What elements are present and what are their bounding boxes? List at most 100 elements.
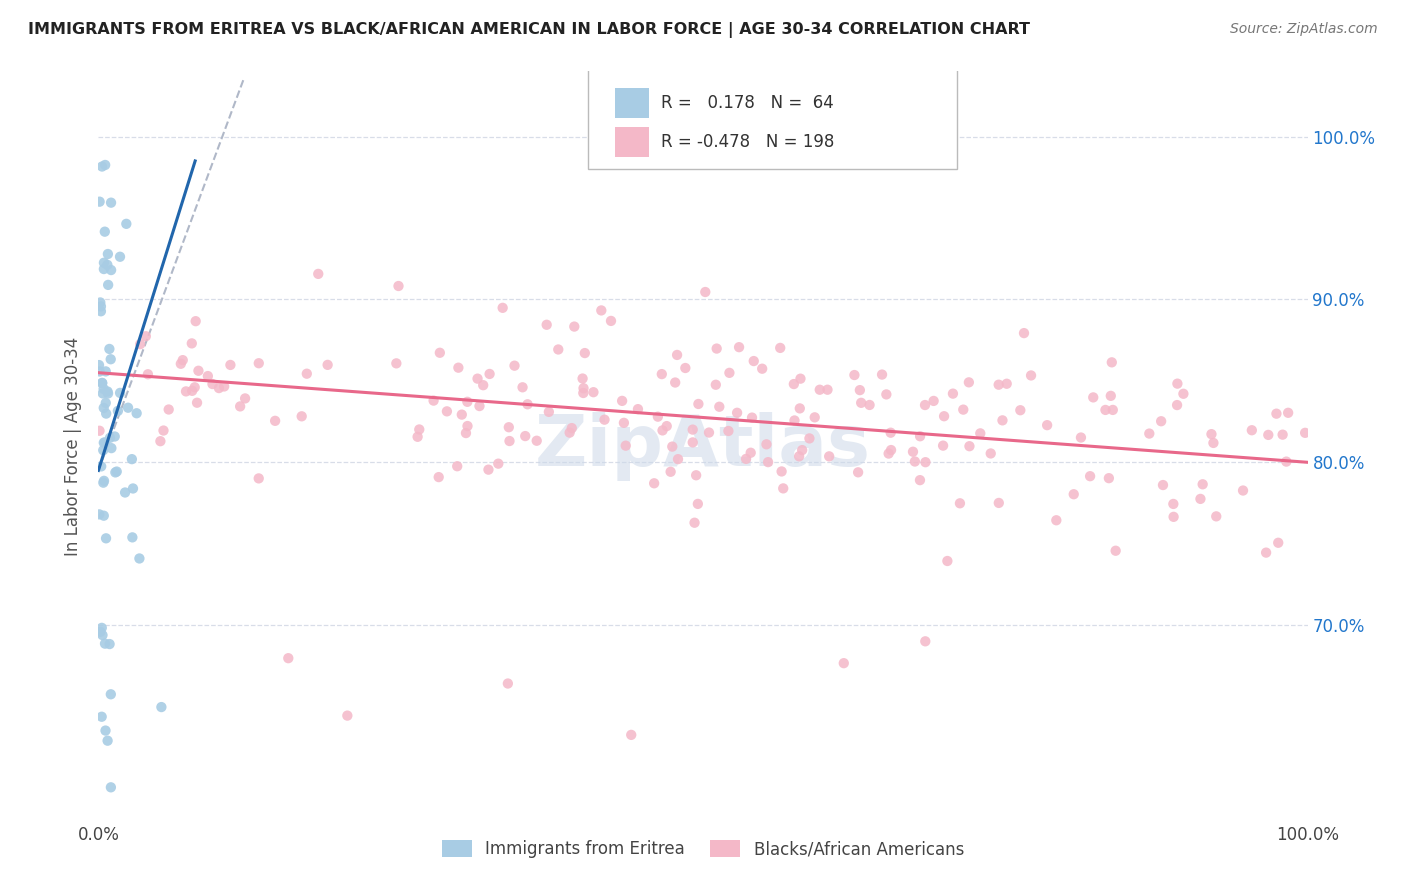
Point: [709, 400, 731, 414]
Point: [651, 367, 673, 381]
Point: [157, 402, 180, 417]
Point: [247, 471, 270, 485]
Point: [98, 431, 121, 445]
Point: [187, 364, 209, 378]
Point: [129, 337, 152, 351]
Point: [89, 508, 111, 522]
Point: [901, 444, 924, 458]
Point: [152, 424, 174, 438]
Point: [610, 393, 633, 408]
Point: [770, 465, 793, 479]
Point: [858, 398, 880, 412]
Point: [107, 404, 129, 418]
Point: [1101, 403, 1123, 417]
Point: [818, 450, 841, 464]
Point: [90, 459, 112, 474]
Point: [620, 728, 643, 742]
Point: [1163, 509, 1185, 524]
Point: [661, 440, 683, 454]
Point: [870, 368, 893, 382]
Point: [436, 404, 458, 418]
Point: [89, 624, 111, 639]
Point: [851, 396, 873, 410]
Point: [291, 409, 314, 424]
Point: [942, 386, 965, 401]
Point: [94, 396, 117, 410]
Point: [408, 422, 430, 436]
Point: [789, 372, 811, 386]
Bar: [614, 87, 648, 118]
Point: [277, 651, 299, 665]
Point: [94, 225, 117, 239]
Point: [1173, 386, 1195, 401]
Point: [316, 358, 339, 372]
Point: [181, 384, 204, 398]
Point: [498, 434, 520, 448]
Point: [446, 459, 468, 474]
Point: [613, 416, 636, 430]
Point: [1254, 546, 1277, 560]
Point: [1189, 491, 1212, 506]
Point: [94, 435, 117, 450]
Point: [914, 634, 936, 648]
Point: [1271, 427, 1294, 442]
Point: [229, 400, 252, 414]
Point: [94, 723, 117, 738]
Point: [655, 419, 678, 434]
Point: [682, 435, 704, 450]
Point: [186, 395, 208, 409]
Point: [879, 425, 901, 440]
Point: [89, 364, 111, 378]
Point: [149, 434, 172, 449]
Point: [1063, 487, 1085, 501]
Point: [212, 379, 235, 393]
Point: [659, 465, 682, 479]
Point: [562, 319, 585, 334]
Point: [593, 412, 616, 426]
Point: [664, 376, 686, 390]
Point: [90, 710, 112, 724]
Point: [422, 393, 444, 408]
Point: [472, 378, 495, 392]
Point: [128, 551, 150, 566]
Point: [90, 621, 112, 635]
Point: [792, 443, 814, 458]
Point: [100, 441, 122, 455]
Point: [1010, 403, 1032, 417]
Point: [741, 410, 763, 425]
Point: [94, 158, 117, 172]
Point: [387, 279, 409, 293]
Point: [114, 485, 136, 500]
Point: [90, 304, 112, 318]
Point: [832, 656, 855, 670]
Point: [914, 398, 936, 412]
Point: [91, 628, 114, 642]
Point: [91, 443, 114, 458]
Point: [717, 424, 740, 438]
Point: [456, 419, 478, 434]
Point: [627, 402, 650, 417]
Point: [94, 637, 117, 651]
Point: [666, 348, 689, 362]
Text: R =   0.178   N =  64: R = 0.178 N = 64: [661, 94, 834, 112]
Point: [922, 393, 945, 408]
Point: [817, 383, 839, 397]
Point: [96, 258, 118, 272]
Point: [1277, 406, 1299, 420]
Point: [498, 420, 520, 434]
Point: [233, 392, 256, 406]
Point: [515, 429, 537, 443]
Point: [756, 455, 779, 469]
Point: [91, 160, 114, 174]
Point: [846, 466, 869, 480]
Point: [651, 424, 673, 438]
Point: [808, 383, 831, 397]
Point: [880, 443, 903, 458]
Point: [991, 413, 1014, 427]
Point: [1104, 543, 1126, 558]
Point: [844, 368, 866, 382]
Point: [136, 368, 159, 382]
Point: [686, 497, 709, 511]
Text: IMMIGRANTS FROM ERITREA VS BLACK/AFRICAN AMERICAN IN LABOR FORCE | AGE 30-34 COR: IMMIGRANTS FROM ERITREA VS BLACK/AFRICAN…: [28, 22, 1031, 38]
Point: [666, 452, 689, 467]
